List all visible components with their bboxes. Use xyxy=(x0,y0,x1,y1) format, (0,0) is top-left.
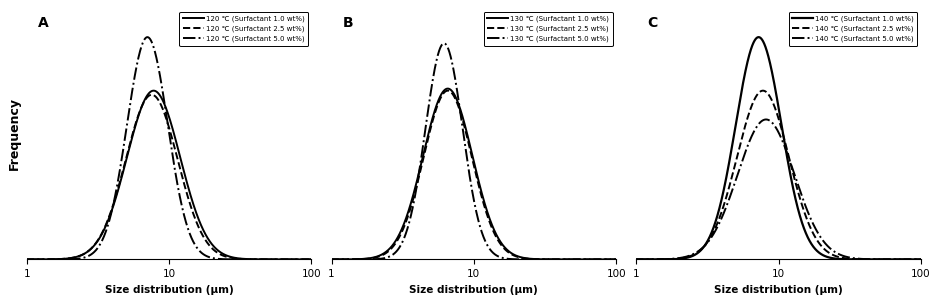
Legend: 130 ℃ (Surfactant 1.0 wt%), 130 ℃ (Surfactant 2.5 wt%), 130 ℃ (Surfactant 5.0 wt: 130 ℃ (Surfactant 1.0 wt%), 130 ℃ (Surfa… xyxy=(484,12,613,46)
Y-axis label: Frequency: Frequency xyxy=(8,97,22,170)
X-axis label: Size distribution (μm): Size distribution (μm) xyxy=(409,285,538,295)
Legend: 140 ℃ (Surfactant 1.0 wt%), 140 ℃ (Surfactant 2.5 wt%), 140 ℃ (Surfactant 5.0 wt: 140 ℃ (Surfactant 1.0 wt%), 140 ℃ (Surfa… xyxy=(789,12,917,46)
X-axis label: Size distribution (μm): Size distribution (μm) xyxy=(105,285,234,295)
Text: C: C xyxy=(648,16,658,30)
Text: B: B xyxy=(343,16,354,30)
X-axis label: Size distribution (μm): Size distribution (μm) xyxy=(715,285,843,295)
Legend: 120 ℃ (Surfactant 1.0 wt%), 120 ℃ (Surfactant 2.5 wt%), 120 ℃ (Surfactant 5.0 wt: 120 ℃ (Surfactant 1.0 wt%), 120 ℃ (Surfa… xyxy=(179,12,308,46)
Text: A: A xyxy=(38,16,49,30)
